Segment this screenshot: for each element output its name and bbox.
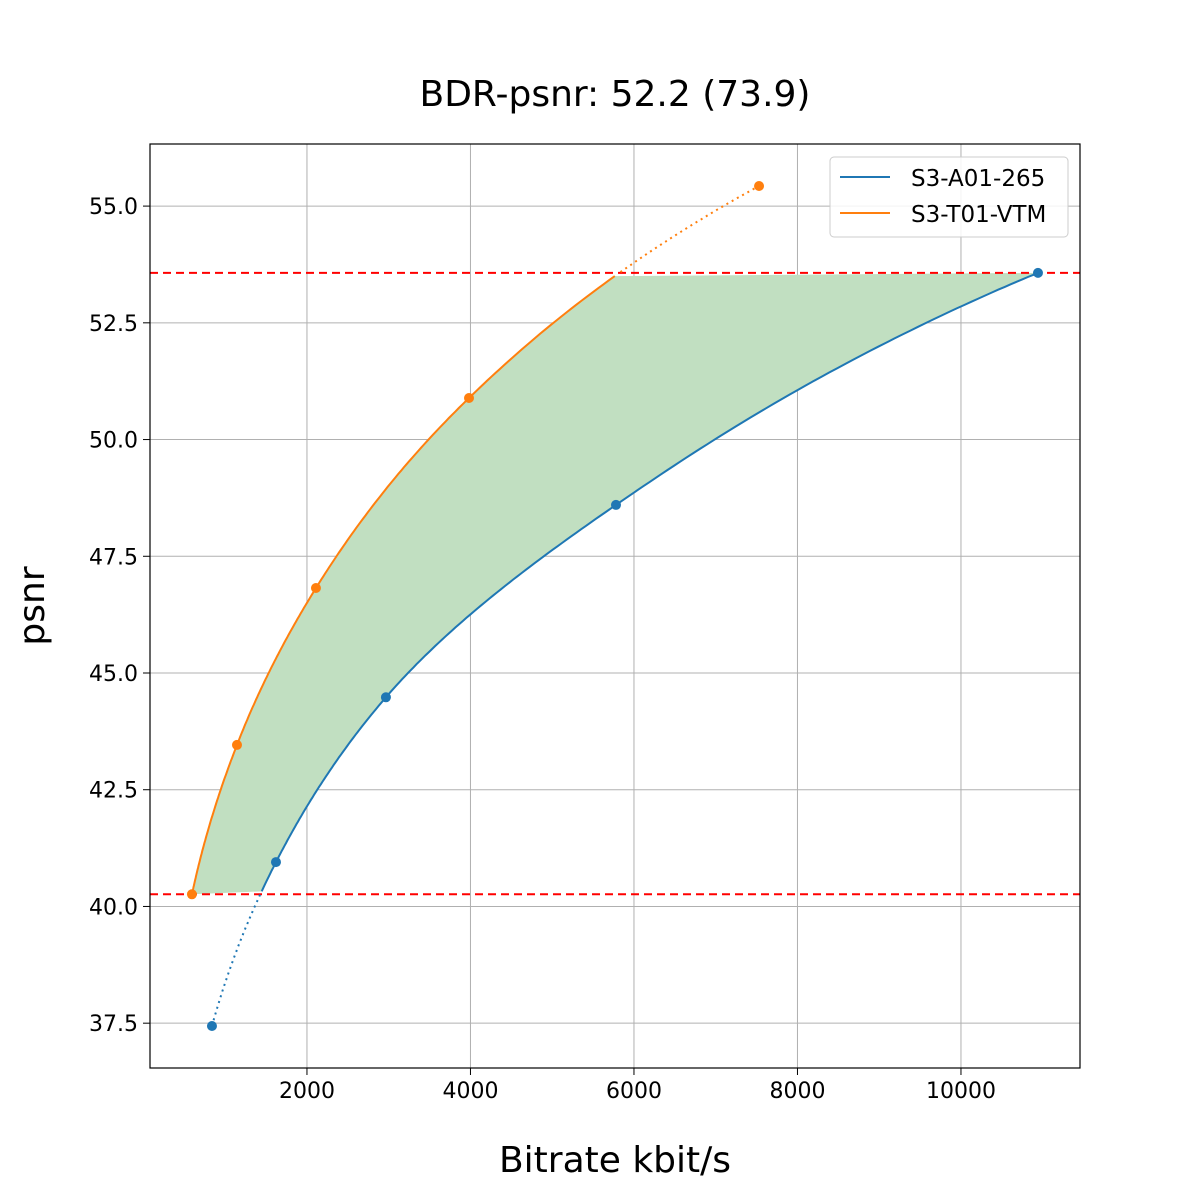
y-tick-label: 37.5 xyxy=(89,1012,138,1037)
data-point-s3-t01-vtm xyxy=(464,393,474,403)
x-tick-label: 10000 xyxy=(926,1079,996,1104)
chart-title: BDR-psnr: 52.2 (73.9) xyxy=(420,74,811,115)
legend: S3-A01-265 S3-T01-VTM xyxy=(830,157,1068,237)
data-point-s3-a01-265 xyxy=(271,857,281,867)
y-tick-label: 52.5 xyxy=(89,312,138,337)
data-point-s3-t01-vtm xyxy=(232,740,242,750)
data-point-s3-a01-265 xyxy=(207,1021,217,1031)
legend-label-s3-a01-265: S3-A01-265 xyxy=(911,166,1045,192)
y-tick-label: 47.5 xyxy=(89,545,138,570)
x-tick-label: 6000 xyxy=(606,1079,662,1104)
y-tick-label: 50.0 xyxy=(89,429,138,454)
y-axis-label: psnr xyxy=(12,566,53,645)
x-tick-label: 2000 xyxy=(279,1079,335,1104)
data-point-s3-t01-vtm xyxy=(311,583,321,593)
x-tick-label: 4000 xyxy=(442,1079,498,1104)
legend-label-s3-t01-vtm: S3-T01-VTM xyxy=(911,202,1046,228)
extrapolated-line-s3-a01-265 xyxy=(212,894,260,1026)
data-point-s3-t01-vtm xyxy=(754,181,764,191)
x-axis-label: Bitrate kbit/s xyxy=(499,1140,731,1181)
y-tick-label: 45.0 xyxy=(89,662,138,687)
data-point-s3-a01-265 xyxy=(611,500,621,510)
y-tick-label: 42.5 xyxy=(89,779,138,804)
data-point-s3-a01-265 xyxy=(381,692,391,702)
x-tick-label: 8000 xyxy=(769,1079,825,1104)
data-point-s3-a01-265 xyxy=(1033,268,1043,278)
y-tick-label: 40.0 xyxy=(89,895,138,920)
extrapolated-line-s3-t01-vtm xyxy=(620,186,759,272)
data-point-s3-t01-vtm xyxy=(187,889,197,899)
y-tick-label: 55.0 xyxy=(89,195,138,220)
